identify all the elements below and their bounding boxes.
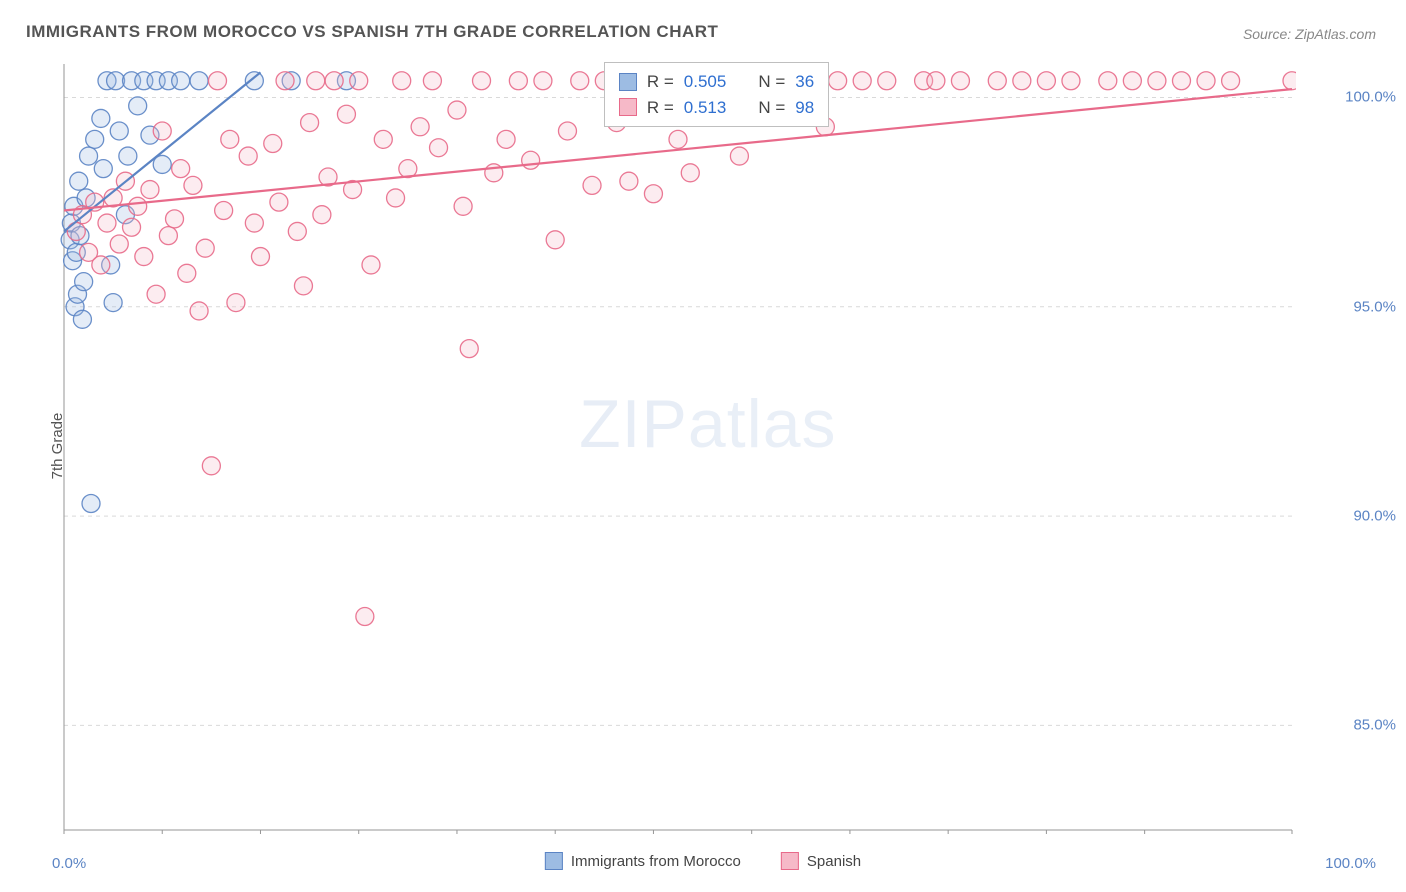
- info-n-value: 98: [795, 95, 814, 121]
- info-r-label: R =: [647, 95, 674, 121]
- y-tick-label: 100.0%: [1306, 89, 1396, 106]
- chart-title: IMMIGRANTS FROM MOROCCO VS SPANISH 7TH G…: [26, 22, 718, 42]
- info-swatch-spanish: [619, 98, 637, 116]
- info-row-morocco: R = 0.505 N = 36: [619, 69, 814, 95]
- source-attribution: Source: ZipAtlas.com: [1243, 26, 1376, 42]
- info-r-value: 0.513: [684, 95, 727, 121]
- legend-item-spanish: Spanish: [781, 852, 861, 870]
- y-tick-label: 95.0%: [1306, 298, 1396, 315]
- legend-swatch-spanish: [781, 852, 799, 870]
- x-axis-min-label: 0.0%: [52, 855, 86, 872]
- bottom-legend: Immigrants from Morocco Spanish: [545, 852, 861, 870]
- info-n-value: 36: [795, 69, 814, 95]
- legend-label-spanish: Spanish: [807, 853, 861, 870]
- y-tick-label: 85.0%: [1306, 717, 1396, 734]
- correlation-info-box: R = 0.505 N = 36 R = 0.513 N = 98: [604, 62, 829, 127]
- legend-item-morocco: Immigrants from Morocco: [545, 852, 741, 870]
- info-swatch-morocco: [619, 73, 637, 91]
- info-row-spanish: R = 0.513 N = 98: [619, 95, 814, 121]
- source-value: ZipAtlas.com: [1295, 26, 1376, 42]
- legend-swatch-morocco: [545, 852, 563, 870]
- info-r-value: 0.505: [684, 69, 727, 95]
- y-tick-label: 90.0%: [1306, 508, 1396, 525]
- x-axis-max-label: 100.0%: [1325, 855, 1376, 872]
- info-n-label: N =: [758, 69, 785, 95]
- plot-area: ZIPatlas R =0.505N =36R =0.513N =98 85.0…: [60, 60, 1296, 834]
- info-n-label: N =: [758, 95, 785, 121]
- source-label: Source:: [1243, 26, 1291, 42]
- scatter-plot-svg: [60, 60, 1296, 834]
- info-r-label: R =: [647, 69, 674, 95]
- legend-label-morocco: Immigrants from Morocco: [571, 853, 741, 870]
